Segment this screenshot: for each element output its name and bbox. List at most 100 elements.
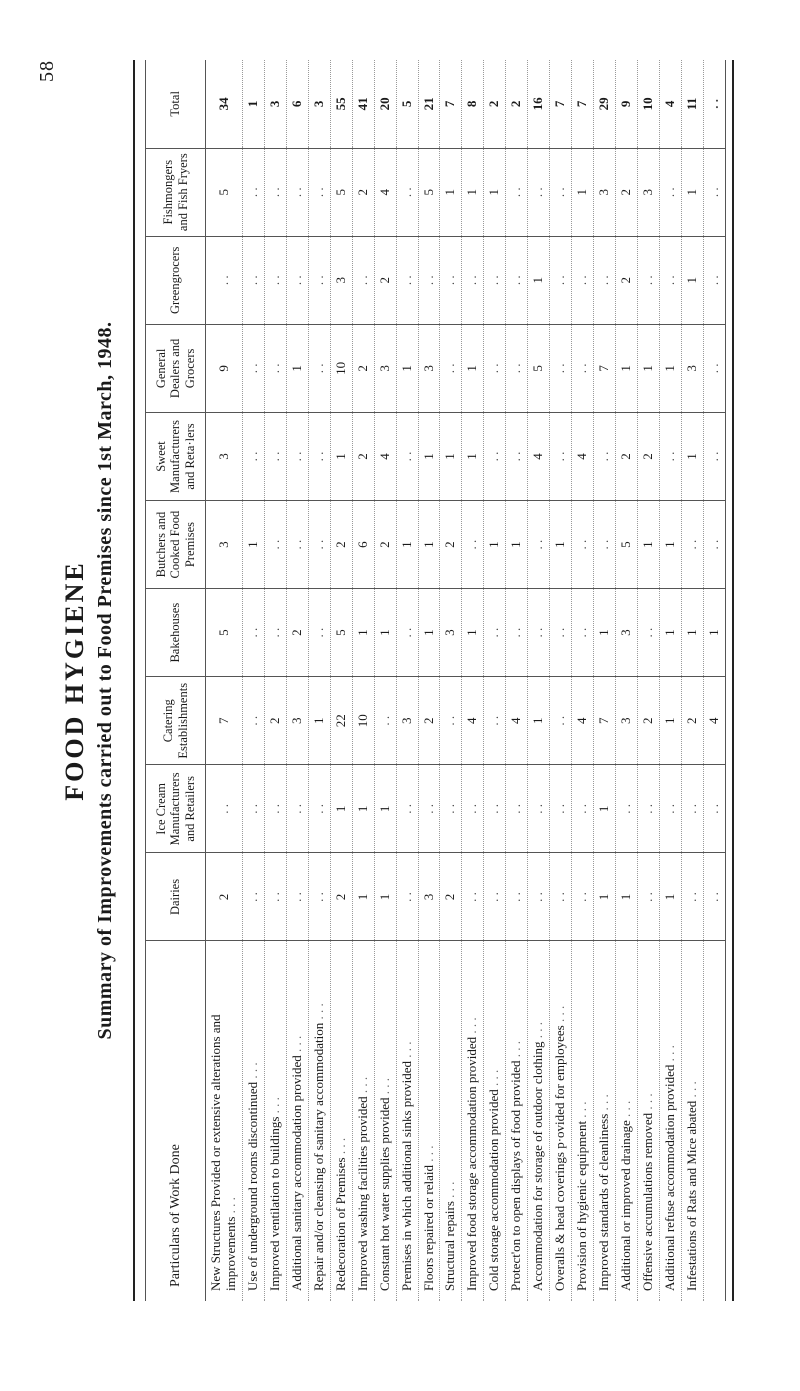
cell: . . xyxy=(396,412,418,500)
cell: . . xyxy=(243,853,265,941)
cell: . . xyxy=(286,501,308,589)
cell: . . xyxy=(506,148,528,236)
cell: . . xyxy=(396,853,418,941)
cell: 8 xyxy=(462,60,484,148)
table-row: Cold storage accommodation provided. .. … xyxy=(484,60,506,1301)
cell: . . xyxy=(703,853,725,941)
cell: 20 xyxy=(374,60,396,148)
page-container: 58 FOOD HYGIENE Summary of Improvements … xyxy=(0,0,800,1391)
cell: . . xyxy=(264,765,286,853)
row-label: Use of underground rooms discontinued xyxy=(243,941,265,1301)
cell: . . xyxy=(703,765,725,853)
row-label: New Structures Provided or extensive alt… xyxy=(206,941,243,1301)
cell: 1 xyxy=(462,148,484,236)
cell: . . xyxy=(243,677,265,765)
table-body: New Structures Provided or extensive alt… xyxy=(206,60,726,1301)
cell: . . xyxy=(484,324,506,412)
col-header: Butchers and Cooked Food Premises xyxy=(146,501,206,589)
cell: . . xyxy=(264,853,286,941)
cell: . . xyxy=(308,324,330,412)
cell: . . xyxy=(396,589,418,677)
cell: 2 xyxy=(330,853,352,941)
cell: 1 xyxy=(615,324,637,412)
cell: . . xyxy=(703,236,725,324)
row-label: Additional sanitary accommodation provid… xyxy=(286,941,308,1301)
row-label: Provision of hygienic equipment xyxy=(572,941,594,1301)
cell: . . xyxy=(637,589,659,677)
cell: 5 xyxy=(396,60,418,148)
cell: 1 xyxy=(506,501,528,589)
cell: 1 xyxy=(637,324,659,412)
cell: . . xyxy=(572,324,594,412)
cell: 1 xyxy=(286,324,308,412)
cell: 6 xyxy=(286,60,308,148)
cell: 10 xyxy=(637,60,659,148)
cell: 3 xyxy=(637,148,659,236)
cell: 55 xyxy=(330,60,352,148)
cell: . . xyxy=(703,501,725,589)
cell: 22 xyxy=(330,677,352,765)
cell: . . xyxy=(418,765,440,853)
cell: 9 xyxy=(206,324,243,412)
table-row: Premises in which additional sinks provi… xyxy=(396,60,418,1301)
cell: . . xyxy=(286,148,308,236)
cell: 7 xyxy=(572,60,594,148)
cell: 1 xyxy=(528,236,550,324)
cell: 4 xyxy=(374,148,396,236)
table-row: Protect'on to open displays of food prov… xyxy=(506,60,528,1301)
cell: 6 xyxy=(352,501,374,589)
cell: 1 xyxy=(330,765,352,853)
cell: 2 xyxy=(681,677,703,765)
cell: . . xyxy=(243,324,265,412)
col-header: Total xyxy=(146,60,206,148)
cell: . . xyxy=(440,324,462,412)
table-row: Improved standards of cleanliness1171. .… xyxy=(594,60,616,1301)
cell: . . xyxy=(572,589,594,677)
table-row: Additional refuse accommodation provided… xyxy=(659,60,681,1301)
cell: 1 xyxy=(352,589,374,677)
cell: . . xyxy=(243,236,265,324)
top-rule xyxy=(133,60,135,1301)
cell: . . xyxy=(506,853,528,941)
cell: . . xyxy=(506,412,528,500)
row-label: Protect'on to open displays of food prov… xyxy=(506,941,528,1301)
cell: 2 xyxy=(637,677,659,765)
cell: . . xyxy=(352,236,374,324)
cell: . . xyxy=(506,589,528,677)
page-number: 58 xyxy=(36,60,59,82)
cell: . . xyxy=(374,677,396,765)
cell: 1 xyxy=(594,765,616,853)
cell: 2 xyxy=(615,236,637,324)
cell: 2 xyxy=(506,60,528,148)
cell: 3 xyxy=(615,589,637,677)
cell: . . xyxy=(264,412,286,500)
cell: 2 xyxy=(286,589,308,677)
cell: 1 xyxy=(418,412,440,500)
cell: 7 xyxy=(440,60,462,148)
row-label: Constant hot water supplies provided xyxy=(374,941,396,1301)
row-label: Additional refuse accommodation provided xyxy=(659,941,681,1301)
cell: 1 xyxy=(440,148,462,236)
row-label: Offensive accumulations removed xyxy=(637,941,659,1301)
cell: 1 xyxy=(374,765,396,853)
cell: 3 xyxy=(374,324,396,412)
cell: 1 xyxy=(440,412,462,500)
cell: . . xyxy=(286,236,308,324)
cell: 1 xyxy=(243,60,265,148)
cell: 1 xyxy=(418,501,440,589)
table-row: Improved food storage accommodation prov… xyxy=(462,60,484,1301)
cell: 1 xyxy=(396,324,418,412)
cell: . . xyxy=(528,765,550,853)
cell: 3 xyxy=(206,412,243,500)
cell: . . xyxy=(550,148,572,236)
row-label: Structural repairs xyxy=(440,941,462,1301)
cell: 3 xyxy=(681,324,703,412)
cell: . . xyxy=(703,148,725,236)
cell: . . xyxy=(308,148,330,236)
cell: . . xyxy=(308,236,330,324)
row-label: Floors repaired or relaid xyxy=(418,941,440,1301)
col-header: Bakehouses xyxy=(146,589,206,677)
cell: 2 xyxy=(615,148,637,236)
cell: 29 xyxy=(594,60,616,148)
cell: . . xyxy=(206,236,243,324)
